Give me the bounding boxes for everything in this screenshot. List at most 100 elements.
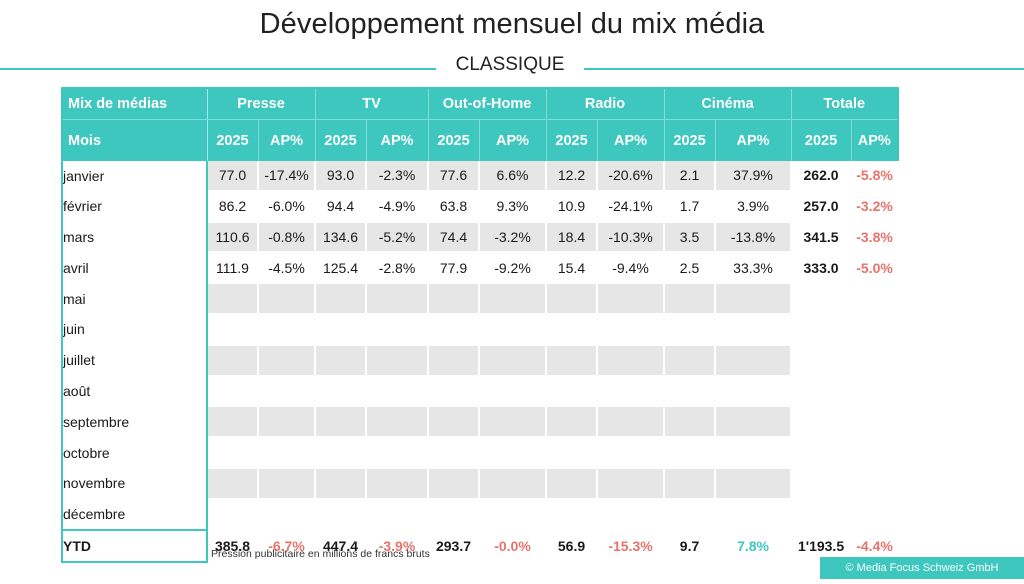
data-cell [546, 375, 599, 408]
data-cell [315, 437, 368, 469]
month-label: juin [62, 313, 208, 345]
data-cell: 3.5 [664, 221, 717, 254]
ytd-cell: 9.7 [664, 528, 717, 563]
total-cell: -3.2% [851, 190, 900, 223]
data-cell: -4.9% [366, 190, 430, 223]
data-cell [366, 313, 430, 346]
data-cell: -17.4% [258, 161, 317, 192]
data-cell: 94.4 [315, 190, 368, 223]
data-cell [258, 467, 317, 500]
data-cell: 63.8 [428, 190, 481, 223]
total-cell [791, 344, 853, 377]
ytd-cell: -15.3% [597, 528, 666, 563]
data-cell [428, 406, 481, 439]
data-cell [428, 344, 481, 377]
data-cell: -24.1% [597, 190, 666, 223]
data-cell [546, 344, 599, 377]
header-year: 2025 [428, 119, 480, 161]
total-cell [851, 406, 900, 439]
data-cell [207, 498, 259, 531]
header-media-group: Presse [207, 88, 316, 120]
data-cell [366, 437, 430, 469]
total-cell [851, 344, 900, 377]
data-cell: 134.6 [315, 221, 368, 254]
data-cell [715, 406, 793, 439]
data-cell [597, 498, 666, 531]
data-cell [258, 498, 317, 531]
data-cell [428, 467, 481, 500]
subtitle: CLASSIQUE [455, 54, 565, 75]
data-cell: 12.2 [546, 161, 599, 192]
data-cell [546, 437, 599, 469]
copyright-badge: © Media Focus Schweiz GmbH [820, 557, 1024, 579]
data-cell: 125.4 [315, 252, 368, 285]
header-year: 2025 [664, 119, 716, 161]
table-row: février 86.2 -6.0% 94.4 -4.9% 63.8 9.3% 10.9 -24… [62, 190, 900, 223]
data-cell [315, 406, 368, 439]
subtitle-band: CLASSIQUE [0, 52, 1024, 82]
total-cell [851, 375, 900, 408]
table-row: juin [62, 313, 900, 346]
data-cell: 110.6 [207, 221, 259, 254]
data-cell [479, 313, 548, 346]
header-media-group: Out-of-Home [428, 88, 547, 120]
data-cell [479, 437, 548, 469]
total-cell: 257.0 [791, 190, 853, 223]
header-media-group: Radio [546, 88, 665, 120]
data-cell [207, 467, 259, 500]
data-cell [715, 437, 793, 469]
data-cell [597, 406, 666, 439]
ytd-row: YTD 385.8 -6.7% 447.4 -3.9% 293.7 -0.0% 56.9 -15… [62, 528, 900, 563]
data-cell [207, 406, 259, 439]
data-cell [715, 344, 793, 377]
data-cell: -3.2% [479, 221, 548, 254]
data-cell [315, 283, 368, 315]
header-change: AP% [366, 119, 429, 161]
data-cell [479, 344, 548, 377]
data-cell: 111.9 [207, 252, 259, 285]
data-cell [428, 283, 481, 315]
total-cell [851, 467, 900, 500]
header-year: 2025 [315, 119, 367, 161]
data-cell: 2.1 [664, 161, 717, 192]
data-cell [315, 344, 368, 377]
data-cell [315, 313, 368, 346]
data-cell [366, 344, 430, 377]
table-row: mai [62, 283, 900, 315]
table-row: août [62, 375, 900, 408]
data-cell [428, 437, 481, 469]
header-year: 2025 [546, 119, 598, 161]
header-change: AP% [597, 119, 665, 161]
data-cell: 74.4 [428, 221, 481, 254]
month-label: septembre [62, 406, 208, 438]
data-cell [315, 498, 368, 531]
data-cell: 6.6% [479, 161, 548, 192]
header-change: AP% [258, 119, 316, 161]
total-cell [791, 498, 853, 531]
data-cell [664, 406, 717, 439]
data-cell: 93.0 [315, 161, 368, 192]
month-label: août [62, 375, 208, 407]
data-cell [366, 467, 430, 500]
data-cell [664, 313, 717, 346]
total-cell: 333.0 [791, 252, 853, 285]
total-cell: -5.8% [851, 161, 900, 192]
data-cell [258, 437, 317, 469]
ytd-cell: 7.8% [715, 528, 793, 563]
data-cell: -10.3% [597, 221, 666, 254]
data-cell [664, 344, 717, 377]
data-cell [664, 283, 717, 315]
total-cell [791, 467, 853, 500]
header-row-columns: Mois 2025 AP% 2025 AP% 2025 AP% 2025 AP% 2025 AP% 2… [62, 119, 899, 161]
month-label: juillet [62, 344, 208, 376]
data-cell [664, 375, 717, 408]
table-row: septembre [62, 406, 900, 439]
data-cell [366, 375, 430, 408]
table-row: mars 110.6 -0.8% 134.6 -5.2% 74.4 -3.2% 18.4 -10… [62, 221, 900, 254]
total-cell [791, 437, 853, 469]
data-cell [546, 313, 599, 346]
data-cell: 2.5 [664, 252, 717, 285]
data-cell [366, 283, 430, 315]
data-cell [258, 375, 317, 408]
footnote: Pression publicitaire en millions de fra… [211, 548, 430, 560]
